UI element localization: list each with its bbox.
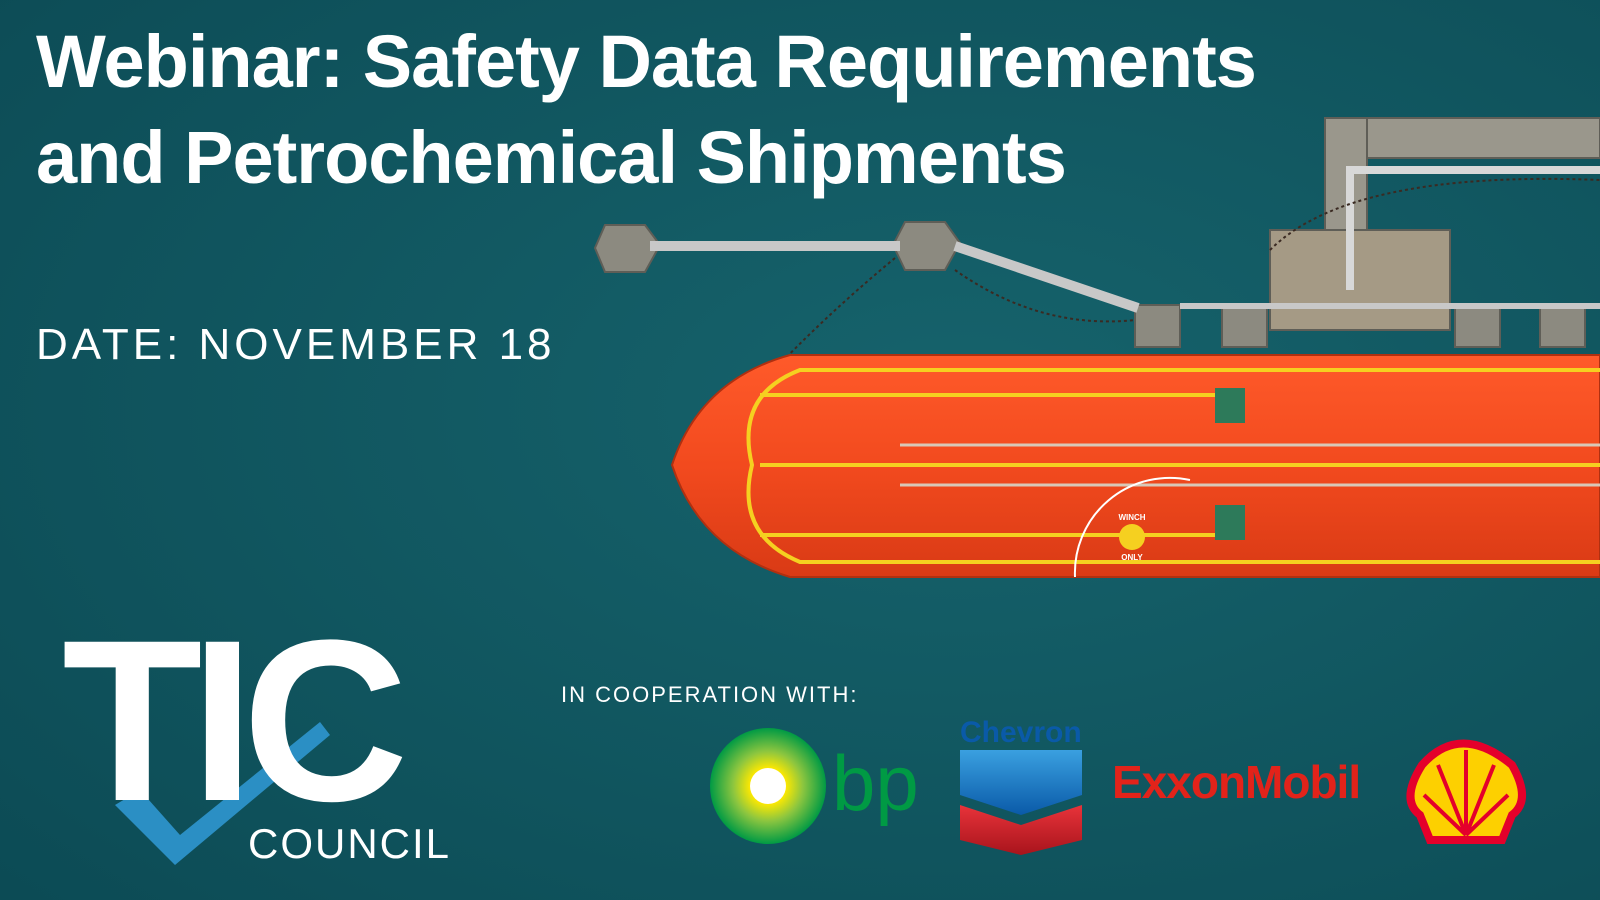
checkmark [115,722,330,865]
shell-ribs [1422,750,1510,837]
chevron-text: Chevron [960,716,1082,749]
walkways [650,166,1600,313]
exxonmobil-text: ExxonMobil [1112,756,1360,808]
tic-name: COUNCIL [248,820,451,867]
chevron-top [960,750,1082,815]
winch-spot [1119,524,1145,550]
title-line: Webinar: Safety Data Requirements [36,20,1256,103]
cooperation-label: IN COOPERATION WITH: [561,682,858,707]
chevron-logo: Chevron [960,716,1082,855]
hatch [1215,388,1245,423]
winch-circle [1073,476,1191,578]
tic-mark: TIC [62,592,402,849]
pipes [900,443,1600,487]
deck-line [746,368,1600,564]
tic-logo: TIC COUNCIL [62,592,451,867]
title-line: and Petrochemical Shipments [36,116,1066,199]
hatch [1215,505,1245,540]
tanker: WINCH ONLY [670,354,1600,578]
chevron-bottom [960,805,1082,855]
bp-center [750,768,786,804]
bp-text: bp [832,739,919,827]
shell-logo [1406,739,1526,844]
deck-text: WINCH [1118,513,1145,522]
deck-text: ONLY [1121,553,1143,562]
bp-logo: bp [710,728,919,844]
date: DATE: NOVEMBER 18 [36,320,556,369]
